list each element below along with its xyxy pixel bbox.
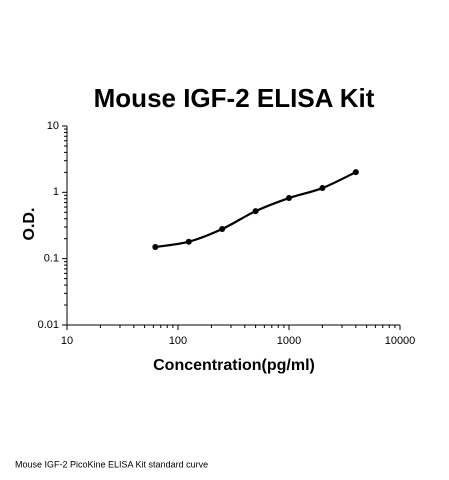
x-tick-label: 10000	[385, 335, 416, 347]
data-point	[352, 169, 359, 176]
y-tick-label: 0.01	[38, 319, 59, 331]
caption: Mouse IGF-2 PicoKine ELISA Kit standard …	[15, 459, 208, 469]
chart-title: Mouse IGF-2 ELISA Kit	[94, 83, 375, 113]
x-tick-label: 1000	[277, 335, 301, 347]
data-point	[286, 195, 292, 202]
x-tick-label: 100	[169, 335, 187, 347]
y-axis-label: O.D.	[21, 208, 38, 241]
y-tick-label: 0.1	[44, 253, 59, 265]
data-point	[319, 185, 326, 192]
data-point	[252, 208, 259, 215]
x-tick-label: 10	[61, 335, 73, 347]
data-point	[185, 238, 192, 245]
x-axis-label: Concentration(pg/ml)	[153, 357, 315, 374]
data-point	[219, 226, 226, 233]
y-tick-label: 1	[53, 186, 59, 198]
y-tick-label: 10	[47, 120, 59, 132]
data-point	[152, 243, 159, 250]
